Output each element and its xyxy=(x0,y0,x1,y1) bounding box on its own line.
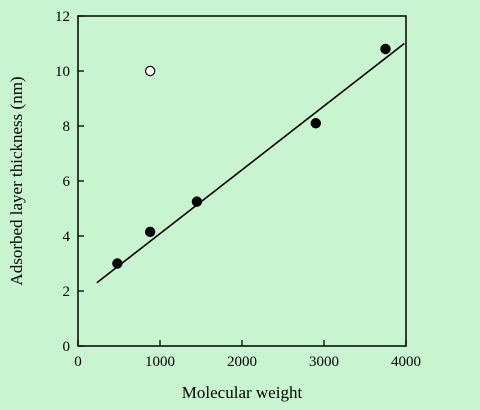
outlier-point xyxy=(144,65,156,77)
data-point xyxy=(380,43,391,55)
y-tick-label: 12 xyxy=(55,9,70,25)
axis-ticks: 0 1000 2000 3000 4000 0 2 4 6 8 10 12 xyxy=(55,9,421,370)
y-tick-label: 4 xyxy=(63,229,71,245)
y-tick-label: 0 xyxy=(63,339,71,355)
y-axis-title: Adsorbed layer thickness (nm) xyxy=(7,76,26,285)
data-point xyxy=(144,226,156,238)
x-tick-label: 2000 xyxy=(227,354,257,370)
y-tick-label: 2 xyxy=(63,284,71,300)
trend-line xyxy=(96,42,405,284)
data-point xyxy=(112,258,123,269)
x-tick-label: 3000 xyxy=(309,354,339,370)
x-tick-label: 1000 xyxy=(145,354,175,370)
x-axis-title: Molecular weight xyxy=(182,383,303,402)
y-tick-label: 10 xyxy=(55,64,70,80)
y-tick-label: 6 xyxy=(63,174,71,190)
data-point xyxy=(191,196,203,207)
data-point xyxy=(310,118,321,129)
data-points xyxy=(112,43,391,269)
y-tick-label: 8 xyxy=(63,119,71,135)
x-tick-label: 4000 xyxy=(391,354,421,370)
plot-area-frame xyxy=(77,15,407,347)
x-tick-label: 0 xyxy=(74,354,82,370)
